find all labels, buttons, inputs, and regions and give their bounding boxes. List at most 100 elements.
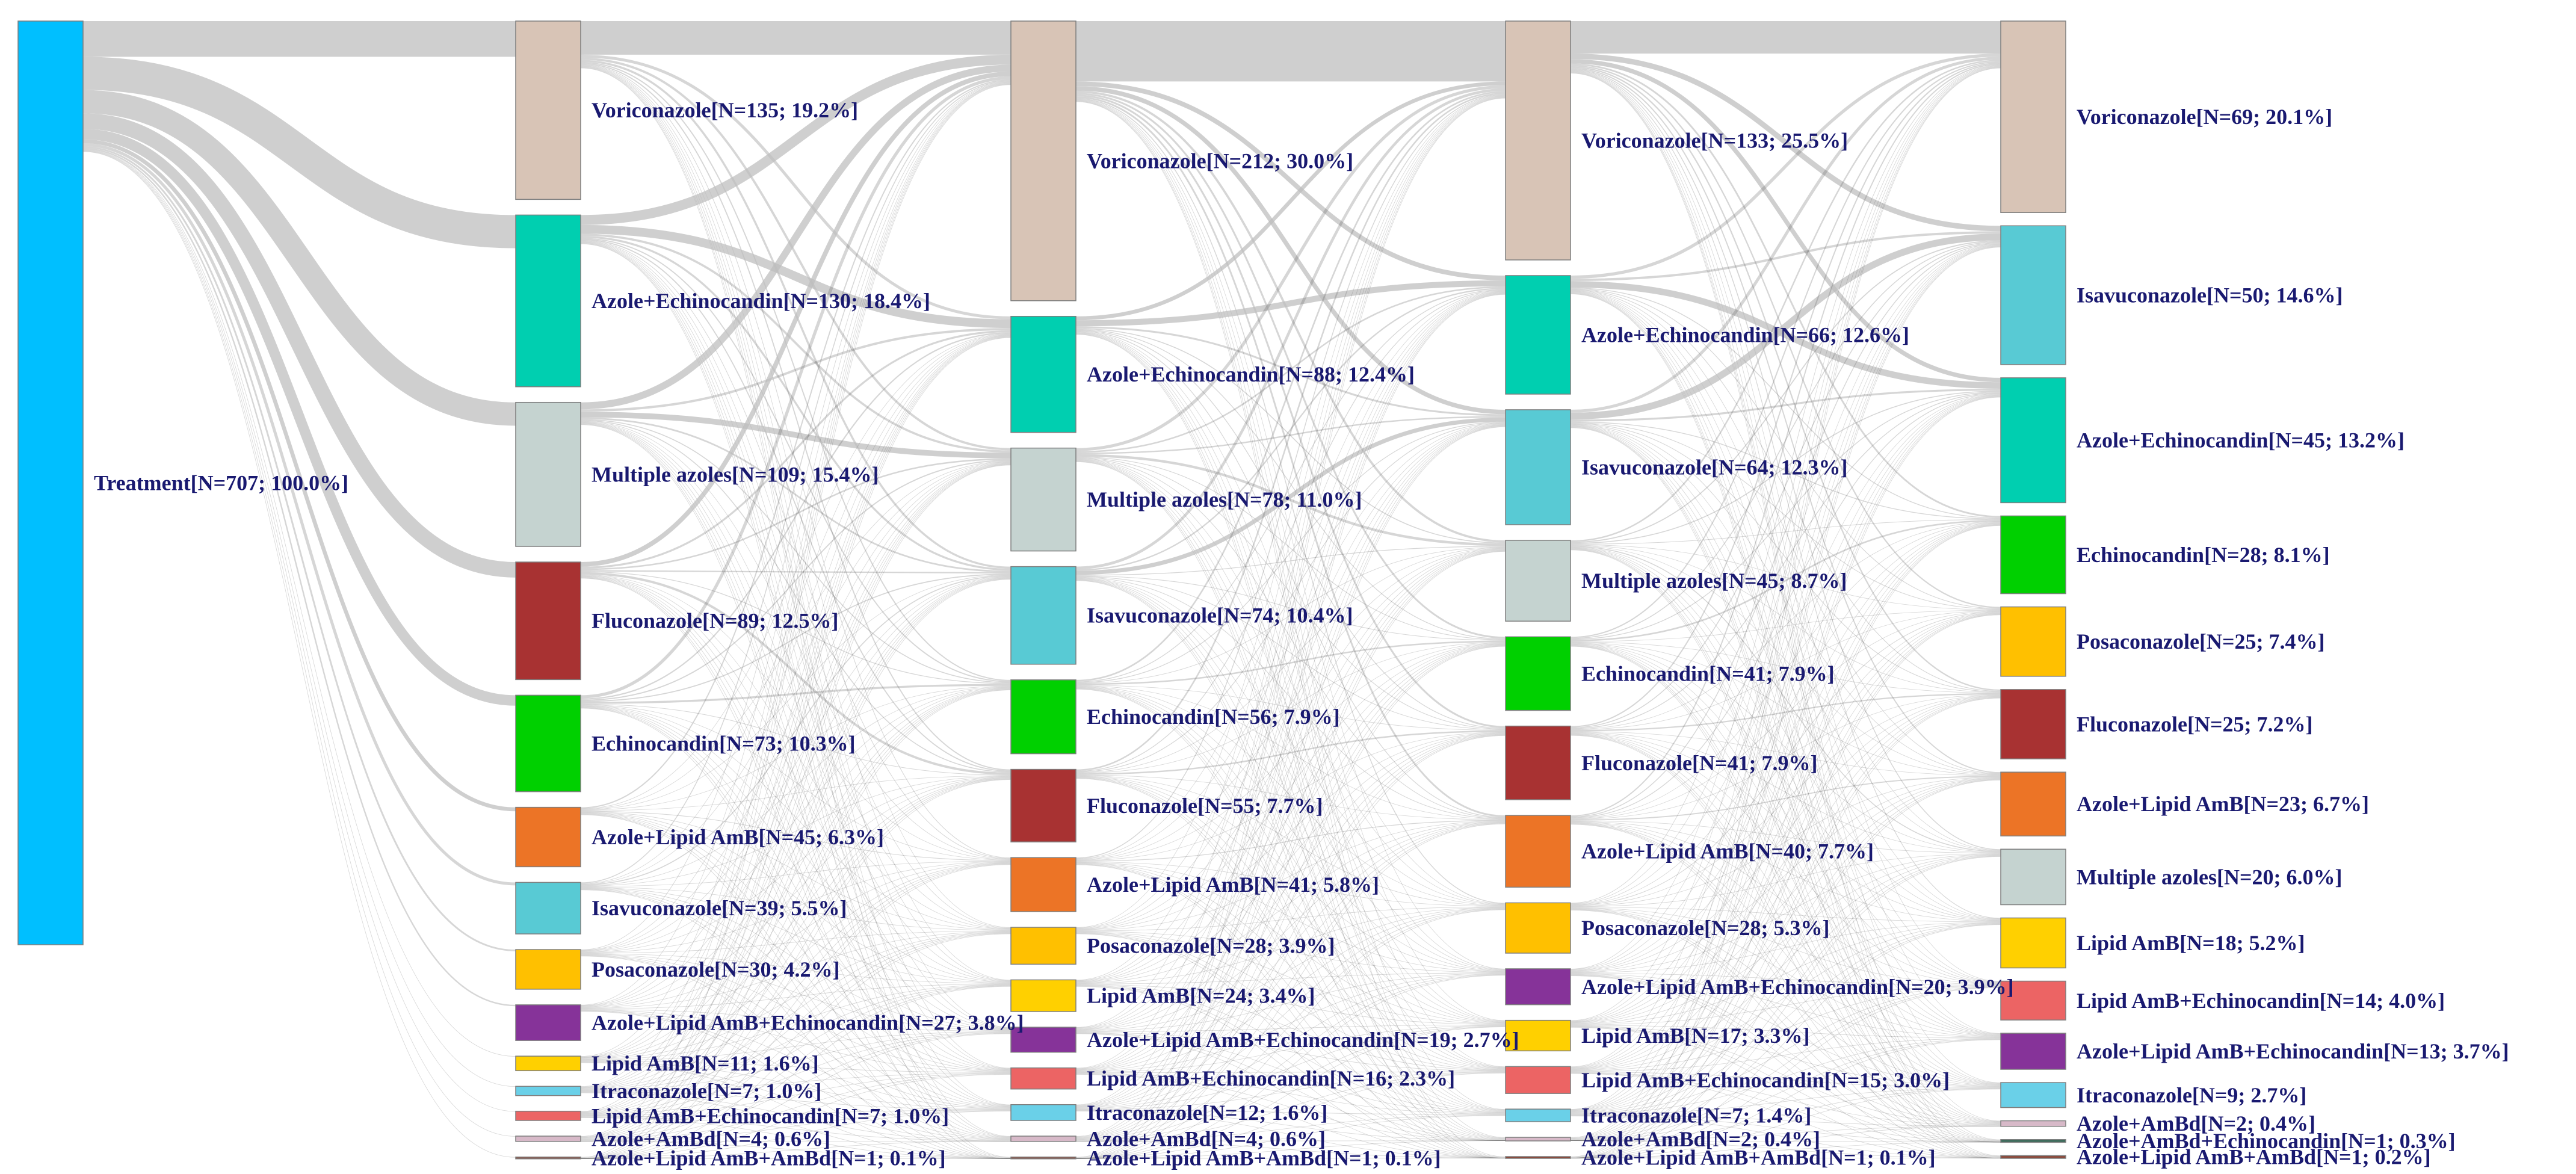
flow-link xyxy=(1570,291,2001,919)
flow-link xyxy=(1570,388,2001,422)
flow-link xyxy=(1570,732,2001,921)
node-posaconazole-col3 xyxy=(1505,902,1571,954)
flow-link xyxy=(580,243,1012,1106)
flow-link xyxy=(1075,330,1506,729)
node-lipid-amb-col1 xyxy=(515,1055,581,1072)
flow-link xyxy=(1075,97,1506,1158)
flow-link xyxy=(1570,1142,2001,1159)
flow-link xyxy=(1075,1111,1506,1159)
node-label-azole-ambd-echinocandin-col4: Azole+AmBd+Echinocandin[N=1; 0.3%] xyxy=(2077,1129,2456,1153)
node-label-azole-lipid-amb-echinocandin-col1: Azole+Lipid AmB+Echinocandin[N=27; 3.8%] xyxy=(591,1011,1024,1035)
flow-link xyxy=(580,1092,1012,1110)
flow-link xyxy=(580,67,1012,1137)
flow-link xyxy=(1075,1140,1506,1142)
flow-link xyxy=(1570,695,2001,972)
node-label-posaconazole-col4: Posaconazole[N=25; 7.4%] xyxy=(2077,629,2324,653)
flow-link xyxy=(580,66,1012,1028)
flow-link xyxy=(580,812,1012,1030)
flow-link xyxy=(1570,1140,2001,1158)
flow-link xyxy=(1570,734,2001,1086)
flow-link xyxy=(1570,732,2001,984)
flow-link xyxy=(1570,66,2001,691)
flow-link xyxy=(1570,243,2001,818)
node-fluconazole-col1 xyxy=(515,561,581,681)
flow-link xyxy=(1075,735,1506,1139)
flow-link xyxy=(580,1074,1012,1142)
flow-link xyxy=(1075,735,1506,1159)
flow-link xyxy=(1075,821,1506,931)
flow-link xyxy=(580,578,1012,1113)
node-label-azole-lipid-amb-ambd-col4: Azole+Lipid AmB+AmBd[N=1; 0.2%] xyxy=(2077,1145,2431,1169)
flow-link xyxy=(580,461,1012,885)
flow-link xyxy=(1570,923,2001,1114)
flow-link xyxy=(1570,427,2001,1142)
node-label-azole-lipid-amb-echinocandin-col4: Azole+Lipid AmB+Echinocandin[N=13; 3.7%] xyxy=(2077,1039,2509,1063)
flow-link xyxy=(1570,59,2001,383)
flow-link xyxy=(1570,854,2001,1025)
flow-link xyxy=(1075,644,1506,1030)
flow-link xyxy=(580,461,1012,810)
flow-link xyxy=(580,238,1012,682)
flow-link xyxy=(1570,421,2001,520)
flow-link xyxy=(1075,777,1506,1140)
flow-link xyxy=(1075,458,1506,819)
flow-link xyxy=(580,243,1012,1158)
flow-link xyxy=(1570,856,2001,1159)
flow-link xyxy=(1570,292,2001,1122)
flow-link xyxy=(1075,81,1506,280)
flow-link xyxy=(580,1011,1012,1159)
node-voriconazole-col4 xyxy=(2000,20,2066,213)
flow-link xyxy=(580,576,1012,1030)
flow-link xyxy=(580,334,1012,884)
flow-link xyxy=(1570,395,2001,1111)
flow-link xyxy=(580,811,1012,930)
flow-link xyxy=(82,129,516,706)
flow-link xyxy=(1570,549,2001,1142)
flow-link xyxy=(580,861,1012,953)
flow-link xyxy=(1075,821,1506,983)
flow-link xyxy=(580,986,1012,1141)
flow-link xyxy=(1570,425,2001,1035)
flow-link xyxy=(1075,688,1506,1112)
flow-link xyxy=(580,224,1012,329)
flow-link xyxy=(1570,424,2001,851)
flow-link xyxy=(1075,776,1506,972)
flow-link xyxy=(1075,97,1506,1137)
flow-link xyxy=(1075,775,1506,906)
flow-link xyxy=(1570,986,2001,1114)
flow-link xyxy=(1075,640,1506,685)
flow-link xyxy=(1075,821,1506,1031)
flow-link xyxy=(580,424,1012,1138)
node-azole-ambd-col3 xyxy=(1505,1137,1571,1142)
flow-link xyxy=(580,984,1012,1061)
flow-link xyxy=(580,82,1012,1087)
flow-link xyxy=(580,575,1012,886)
flow-link xyxy=(580,954,1012,1072)
flow-link xyxy=(580,955,1012,1140)
flow-link xyxy=(1570,294,2001,1157)
flow-link xyxy=(1570,975,2001,1158)
flow-link xyxy=(1570,697,2001,1159)
flow-link xyxy=(580,579,1012,1159)
flow-link xyxy=(580,1072,1012,1092)
flow-link xyxy=(1075,687,1506,1023)
flow-link xyxy=(1075,329,1506,640)
flow-link xyxy=(1570,974,2001,1087)
node-azole-lipid-amb-col3 xyxy=(1505,815,1571,888)
flow-link xyxy=(1570,907,2001,922)
flow-link xyxy=(1570,731,2001,776)
flow-link xyxy=(580,574,1012,860)
flow-link xyxy=(1570,57,2001,413)
flow-link xyxy=(1570,922,2001,974)
flow-link xyxy=(1075,974,1506,1141)
flow-link xyxy=(580,887,1012,983)
flow-link xyxy=(580,463,1012,1113)
flow-link xyxy=(1075,822,1506,1072)
flow-link xyxy=(1570,288,2001,609)
flow-link xyxy=(1075,461,1506,1139)
node-azole-echinocandin-col1 xyxy=(515,214,581,388)
flow-link xyxy=(1570,922,2001,1071)
flow-link xyxy=(580,1031,1012,1061)
flow-link xyxy=(1570,924,2001,1142)
